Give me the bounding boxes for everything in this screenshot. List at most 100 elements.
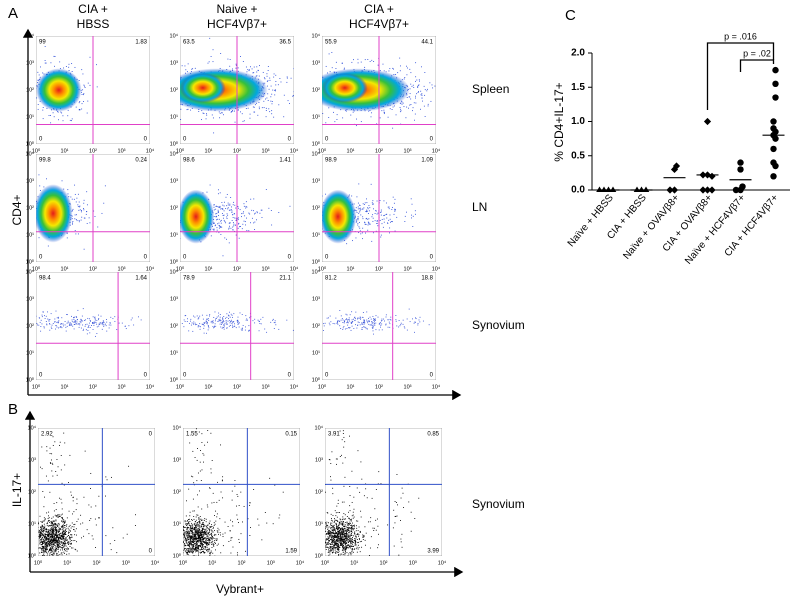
event-dot [56, 540, 58, 542]
event-dot [214, 222, 215, 224]
event-dot [163, 215, 164, 216]
event-dot [365, 326, 367, 328]
event-dot [213, 204, 215, 205]
event-dot [203, 548, 205, 550]
event-dot [63, 540, 65, 542]
event-dot [47, 535, 49, 537]
event-dot [228, 209, 230, 211]
event-dot [50, 541, 52, 542]
event-dot [223, 210, 225, 212]
event-dot [63, 526, 65, 528]
event-dot [364, 223, 366, 225]
event-dot [203, 325, 205, 327]
event-dot [302, 331, 303, 332]
event-dot [218, 529, 220, 531]
event-dot [38, 74, 40, 76]
event-dot [198, 524, 200, 526]
event-dot [58, 543, 60, 544]
event-dot [35, 535, 36, 536]
event-dot [262, 71, 264, 73]
event-dot [37, 324, 39, 326]
event-dot [172, 81, 173, 82]
event-dot [232, 322, 234, 324]
event-dot [41, 538, 43, 540]
event-dot [274, 320, 276, 322]
event-dot [177, 69, 178, 70]
event-dot [63, 519, 65, 521]
event-dot [56, 516, 58, 518]
axis-label: Vybrant+ [216, 582, 264, 596]
event-dot [56, 459, 58, 460]
event-dot [39, 529, 41, 531]
event-dot [222, 217, 224, 219]
event-dot [193, 321, 195, 323]
event-dot [53, 538, 55, 540]
event-dot [38, 523, 39, 525]
event-dot [76, 197, 78, 199]
event-dot [40, 526, 42, 528]
event-dot [190, 535, 192, 537]
event-dot [110, 476, 112, 478]
event-dot [384, 214, 386, 216]
event-dot [39, 185, 41, 187]
event-dot [48, 517, 50, 519]
event-dot [404, 327, 406, 329]
event-dot [42, 530, 43, 532]
event-dot [189, 542, 191, 544]
event-dot [331, 51, 333, 53]
event-dot [222, 319, 224, 321]
event-dot [315, 82, 316, 83]
event-dot [32, 220, 33, 221]
event-dot [209, 538, 210, 540]
event-dot [387, 222, 389, 224]
event-dot [199, 529, 201, 531]
quadrant-value: 18.8 [421, 276, 433, 282]
event-dot [403, 78, 405, 80]
event-dot [32, 538, 33, 539]
event-dot [417, 85, 418, 87]
event-dot [62, 547, 64, 549]
event-dot [73, 321, 75, 323]
event-dot [94, 518, 96, 520]
event-dot [229, 222, 231, 224]
quadrant-value: 0 [325, 255, 329, 261]
y-tick-label: 10² [26, 323, 34, 329]
event-dot [38, 536, 40, 537]
event-dot [53, 534, 55, 536]
event-dot [191, 322, 193, 324]
event-dot [199, 535, 201, 537]
event-dot [95, 524, 97, 526]
event-dot [65, 545, 67, 547]
event-dot [54, 321, 55, 323]
event-dot [200, 539, 202, 541]
event-dot [391, 109, 393, 110]
event-dot [367, 218, 369, 220]
event-dot [62, 544, 64, 546]
event-dot [340, 328, 342, 329]
event-dot [50, 521, 52, 522]
event-dot [53, 532, 55, 534]
plot-area [322, 272, 436, 380]
quadrant-value: 1.64 [135, 276, 147, 282]
event-dot [219, 323, 221, 325]
event-dot [42, 525, 44, 527]
column-header: CIA + [78, 2, 108, 16]
event-dot [233, 225, 235, 227]
event-dot [103, 321, 105, 323]
event-dot [355, 311, 357, 313]
event-dot [36, 323, 38, 324]
event-dot [74, 214, 76, 216]
event-dot [67, 541, 69, 543]
event-dot [183, 538, 184, 540]
event-dot [358, 212, 360, 214]
event-dot [215, 538, 217, 540]
event-dot [53, 544, 55, 546]
event-dot [354, 316, 356, 318]
event-dot [47, 536, 49, 538]
event-dot [374, 321, 375, 323]
event-dot [31, 548, 32, 549]
event-dot [258, 321, 260, 322]
event-dot [86, 529, 88, 531]
